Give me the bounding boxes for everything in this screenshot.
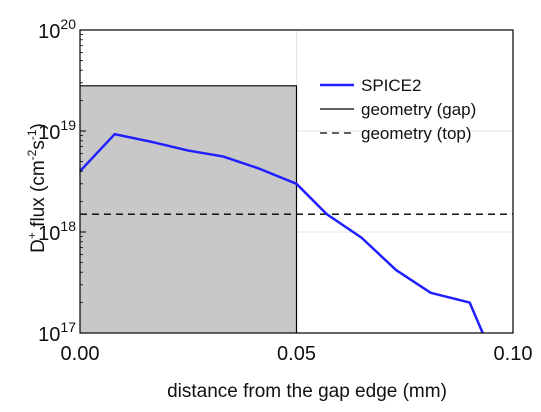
- series-line-spice2: [79, 132, 484, 334]
- y-tick-label-3: 1020: [38, 16, 76, 43]
- y-tick-label-1: 1018: [38, 218, 76, 245]
- legend: SPICE2 geometry (gap) geometry (top): [320, 76, 476, 143]
- x-tick-label-0: 0.00: [61, 343, 100, 365]
- x-tick-label-2: 0.10: [494, 343, 533, 365]
- legend-label-geometry-top: geometry (top): [361, 124, 472, 143]
- y-tick-label-2: 1019: [38, 117, 76, 144]
- gap-geometry: [80, 85, 298, 333]
- y-tick-label-0: 1017: [38, 319, 76, 346]
- series-lines: [79, 132, 513, 334]
- axis-ticks: 0.00 0.05 0.10 1017 1018 1019 1020: [38, 16, 532, 365]
- series-line-geometry-gap: [80, 85, 298, 333]
- legend-label-geometry-gap: geometry (gap): [361, 100, 476, 119]
- legend-label-spice2: SPICE2: [361, 76, 421, 95]
- x-axis-title: distance from the gap edge (mm): [167, 381, 447, 402]
- gap-fill: [80, 85, 297, 333]
- y-axis-title: D+ flux (cm-2s-1): [25, 123, 49, 253]
- x-tick-label-1: 0.05: [277, 343, 316, 365]
